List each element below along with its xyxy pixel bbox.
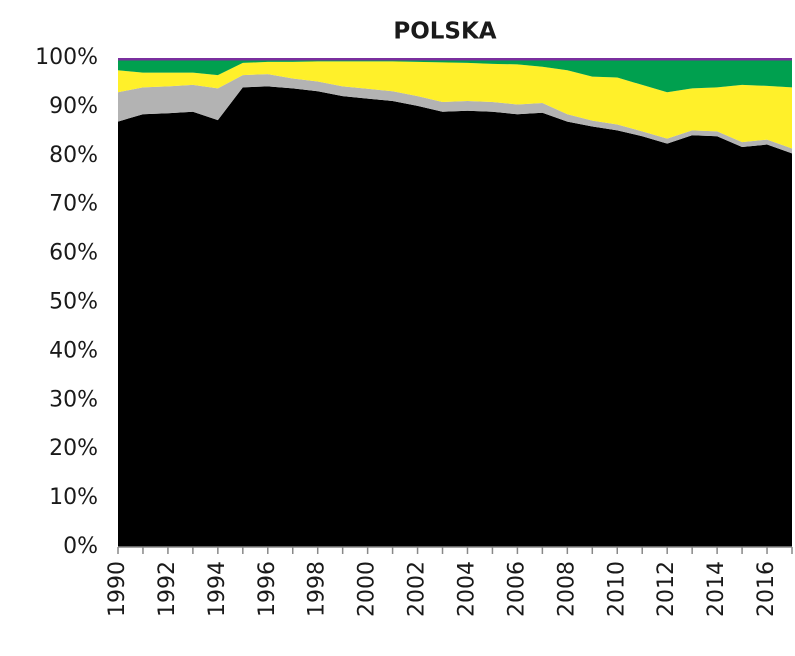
x-tick-label: 1994 (205, 561, 230, 617)
x-tick-label: 2008 (554, 561, 579, 617)
y-tick-label: 80% (49, 143, 98, 168)
x-tick-label: 2004 (454, 561, 479, 617)
x-tick-label: 2010 (604, 561, 629, 617)
x-tick-label: 2014 (704, 561, 729, 617)
y-tick-label: 30% (49, 387, 98, 412)
x-tick-label: 2002 (405, 561, 430, 617)
area (118, 61, 792, 149)
y-tick-label: 10% (49, 485, 98, 510)
x-tick-label: 1998 (305, 561, 330, 617)
x-tick-label: 1990 (105, 561, 130, 617)
x-tick-label: 2016 (754, 561, 779, 617)
y-tick-label: 50% (49, 290, 98, 315)
y-tick-label: 70% (49, 192, 98, 217)
x-tick-label: 1992 (155, 561, 180, 617)
y-tick-label: 20% (49, 436, 98, 461)
x-tick-label: 1996 (255, 561, 280, 617)
x-tick-label: 2006 (504, 561, 529, 617)
y-tick-label: 40% (49, 338, 98, 363)
area (118, 58, 792, 61)
x-tick-label: 2000 (355, 561, 380, 617)
area (118, 86, 792, 547)
y-tick-label: 0% (63, 534, 98, 559)
chart-title: POLSKA (393, 19, 496, 45)
area (118, 60, 792, 93)
y-tick-label: 100% (35, 45, 98, 70)
y-tick-label: 90% (49, 94, 98, 119)
y-tick-label: 60% (49, 241, 98, 266)
x-tick-label: 2012 (654, 561, 679, 617)
